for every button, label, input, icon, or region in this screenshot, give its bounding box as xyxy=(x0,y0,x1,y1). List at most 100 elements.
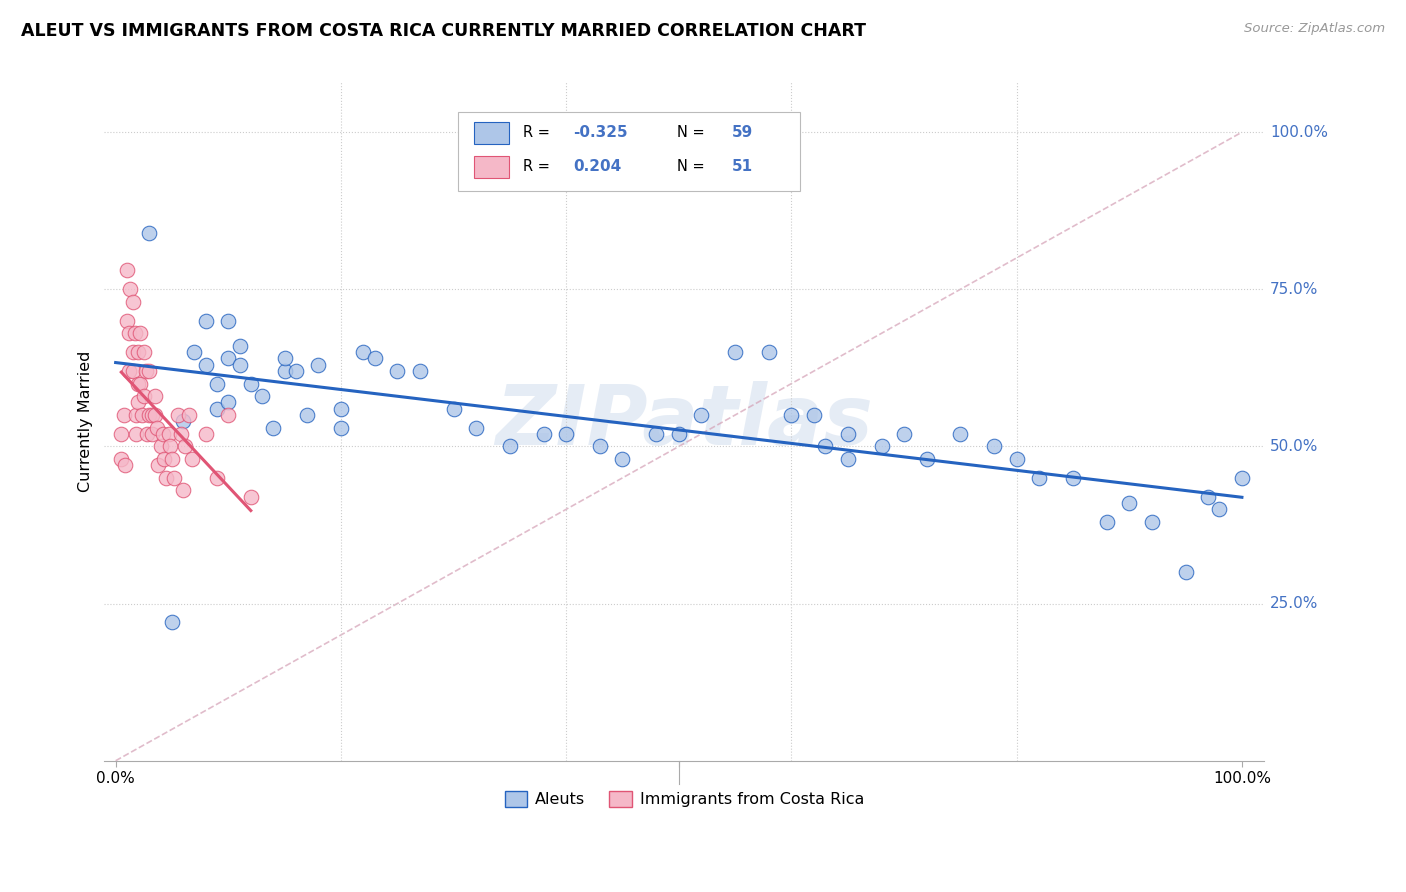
Point xyxy=(183,345,205,359)
Point xyxy=(239,490,262,504)
Point xyxy=(159,440,181,454)
Point xyxy=(329,420,352,434)
Point xyxy=(129,326,152,341)
Text: 51: 51 xyxy=(733,160,754,174)
Point xyxy=(217,408,239,422)
Point xyxy=(170,426,193,441)
Point xyxy=(118,326,141,341)
Point xyxy=(205,471,228,485)
Text: ALEUT VS IMMIGRANTS FROM COSTA RICA CURRENTLY MARRIED CORRELATION CHART: ALEUT VS IMMIGRANTS FROM COSTA RICA CURR… xyxy=(21,22,866,40)
Point xyxy=(273,364,295,378)
Point xyxy=(181,452,204,467)
Text: ZIPatlas: ZIPatlas xyxy=(495,381,873,462)
Point xyxy=(148,458,170,473)
Point xyxy=(132,345,155,359)
Point xyxy=(146,420,169,434)
Point xyxy=(724,345,747,359)
Text: N =: N = xyxy=(678,125,710,140)
Point xyxy=(837,452,859,467)
Point xyxy=(668,426,690,441)
Point xyxy=(893,426,915,441)
Point xyxy=(177,408,200,422)
Text: 25.0%: 25.0% xyxy=(1270,596,1319,611)
Point xyxy=(1230,471,1253,485)
Point xyxy=(555,426,578,441)
Point xyxy=(837,426,859,441)
Point xyxy=(131,408,153,422)
Point xyxy=(262,420,284,434)
FancyBboxPatch shape xyxy=(474,156,509,178)
Point xyxy=(803,408,825,422)
Point xyxy=(780,408,803,422)
Point xyxy=(125,408,148,422)
Point xyxy=(121,364,143,378)
Point xyxy=(138,226,160,240)
Point xyxy=(250,389,273,403)
Point xyxy=(690,408,713,422)
Point xyxy=(163,471,186,485)
Point xyxy=(1062,471,1084,485)
Point xyxy=(174,440,197,454)
Point xyxy=(166,408,188,422)
Point xyxy=(152,426,174,441)
Point xyxy=(172,414,194,428)
Point xyxy=(194,358,217,372)
Point xyxy=(1118,496,1140,510)
Point xyxy=(136,426,159,441)
FancyBboxPatch shape xyxy=(458,112,800,191)
Point xyxy=(157,426,180,441)
Point xyxy=(612,452,634,467)
Text: -0.325: -0.325 xyxy=(574,125,627,140)
Text: 0.204: 0.204 xyxy=(574,160,621,174)
Point xyxy=(110,452,132,467)
Point xyxy=(443,401,465,416)
Point xyxy=(1197,490,1219,504)
Point xyxy=(138,364,160,378)
Point xyxy=(1208,502,1230,516)
Point xyxy=(115,263,138,277)
Point xyxy=(983,440,1005,454)
Text: 100.0%: 100.0% xyxy=(1270,125,1329,140)
Point xyxy=(1174,565,1197,579)
Point xyxy=(949,426,972,441)
Point xyxy=(329,401,352,416)
Point xyxy=(814,440,837,454)
Point xyxy=(870,440,893,454)
Point xyxy=(143,408,166,422)
Text: 75.0%: 75.0% xyxy=(1270,282,1319,297)
Point xyxy=(1005,452,1028,467)
Text: N =: N = xyxy=(678,160,710,174)
Point xyxy=(172,483,194,498)
Point xyxy=(160,452,183,467)
Point xyxy=(533,426,555,441)
Point xyxy=(160,615,183,630)
Point xyxy=(1028,471,1050,485)
Text: 50.0%: 50.0% xyxy=(1270,439,1319,454)
Point xyxy=(205,376,228,391)
Point xyxy=(127,376,149,391)
Point xyxy=(217,351,239,366)
Point xyxy=(141,408,163,422)
Text: Source: ZipAtlas.com: Source: ZipAtlas.com xyxy=(1244,22,1385,36)
Point xyxy=(284,364,307,378)
Point xyxy=(915,452,938,467)
Y-axis label: Currently Married: Currently Married xyxy=(79,351,93,492)
FancyBboxPatch shape xyxy=(474,122,509,144)
Point xyxy=(589,440,612,454)
Point xyxy=(143,389,166,403)
Point xyxy=(115,314,138,328)
Point xyxy=(120,282,142,296)
Point xyxy=(141,426,163,441)
Point xyxy=(228,339,250,353)
Point xyxy=(307,358,329,372)
Point xyxy=(155,471,177,485)
Point xyxy=(194,314,217,328)
Point xyxy=(1140,515,1163,529)
Legend: Aleuts, Immigrants from Costa Rica: Aleuts, Immigrants from Costa Rica xyxy=(499,785,870,814)
Point xyxy=(127,395,149,409)
Point xyxy=(465,420,488,434)
Text: 59: 59 xyxy=(733,125,754,140)
Point xyxy=(228,358,250,372)
Point xyxy=(194,426,217,441)
Text: R =: R = xyxy=(523,125,554,140)
